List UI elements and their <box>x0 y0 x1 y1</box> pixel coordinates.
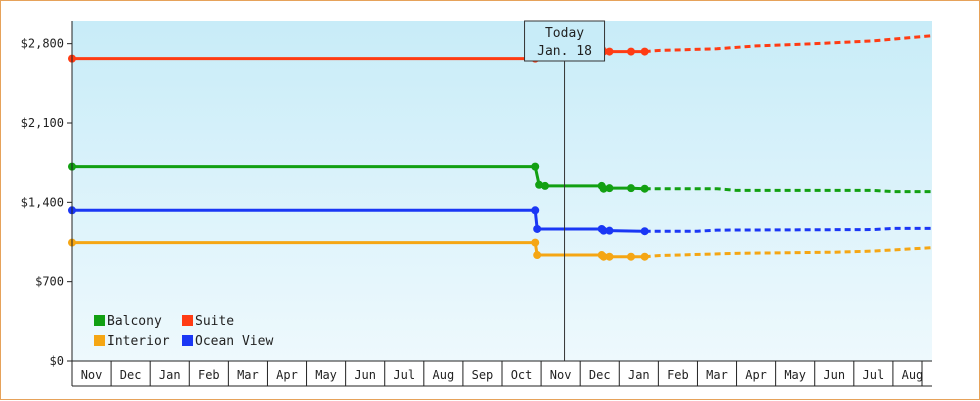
x-tick-label: May <box>315 368 337 382</box>
data-point <box>531 162 540 171</box>
y-tick-label: $0 <box>50 354 64 368</box>
data-point <box>627 47 635 56</box>
forecast-line-balcony <box>644 187 932 194</box>
x-tick-label: Feb <box>198 368 220 382</box>
legend-label: Balcony <box>107 314 162 329</box>
x-tick-label: May <box>784 368 806 382</box>
data-point <box>627 184 635 193</box>
data-point <box>640 184 649 193</box>
data-point <box>531 206 540 215</box>
legend-swatch <box>182 315 193 326</box>
today-date: Jan. 18 <box>537 44 592 59</box>
x-tick-label: Aug <box>902 368 924 382</box>
y-tick-label: $2,800 <box>21 37 64 51</box>
x-tick-label: Nov <box>550 368 572 382</box>
today-label: Today <box>545 26 584 41</box>
forecast-line-ocean-view <box>644 226 932 233</box>
legend-swatch <box>94 315 105 326</box>
data-point <box>605 184 614 193</box>
x-tick-label: Jun <box>354 368 376 382</box>
x-tick-label: Sep <box>472 368 494 382</box>
forecast-line-suite <box>644 34 933 54</box>
data-point <box>533 224 542 233</box>
x-tick-label: Oct <box>511 368 533 382</box>
x-tick-label: Jan <box>628 368 650 382</box>
x-tick-label: Mar <box>237 368 259 382</box>
data-point <box>605 47 614 56</box>
x-tick-label: Dec <box>120 368 142 382</box>
legend-label: Interior <box>107 334 170 349</box>
data-point <box>640 227 649 236</box>
y-tick-label: $1,400 <box>21 195 64 209</box>
data-point <box>627 252 635 261</box>
x-tick-label: Nov <box>81 368 103 382</box>
data-point <box>541 181 549 190</box>
forecast-line-interior <box>644 246 933 259</box>
data-point <box>640 47 649 56</box>
x-tick-label: Apr <box>745 368 767 382</box>
y-tick-label: $700 <box>35 275 64 289</box>
data-point <box>599 226 608 235</box>
x-tick-label: Apr <box>276 368 298 382</box>
data-point <box>605 252 614 261</box>
data-point <box>599 184 608 193</box>
data-point <box>531 238 540 247</box>
x-tick-label: Jul <box>393 368 415 382</box>
x-tick-label: Feb <box>667 368 689 382</box>
x-tick-label: Aug <box>433 368 455 382</box>
legend-swatch <box>182 335 193 346</box>
data-point <box>599 252 608 261</box>
today-box <box>524 20 606 62</box>
y-tick-label: $2,100 <box>21 116 64 130</box>
x-tick-label: Jul <box>863 368 885 382</box>
legend-swatch <box>94 335 105 346</box>
data-point <box>640 252 649 261</box>
data-point <box>605 226 614 235</box>
legend-label: Ocean View <box>195 334 273 349</box>
x-tick-label: Mar <box>706 368 728 382</box>
x-tick-label: Jan <box>159 368 181 382</box>
plot-background <box>72 21 932 361</box>
data-point <box>533 251 542 260</box>
legend-label: Suite <box>195 314 234 329</box>
x-tick-label: Jun <box>823 368 845 382</box>
x-tick-label: Dec <box>589 368 611 382</box>
